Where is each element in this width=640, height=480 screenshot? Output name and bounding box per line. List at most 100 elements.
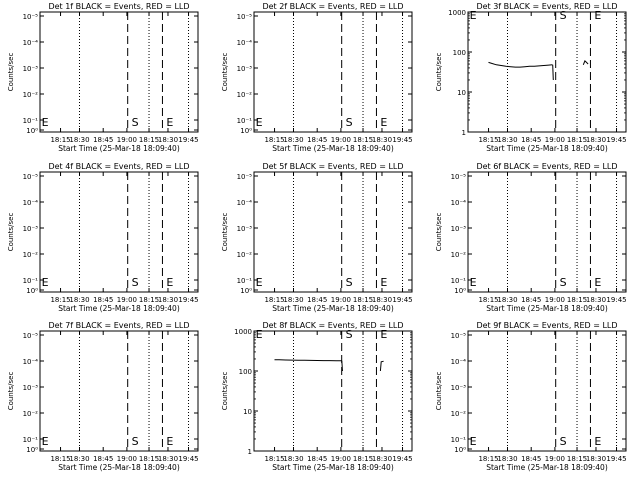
x-tick-label: 18:15 [353,296,373,304]
x-tick-label: 18:30 [158,455,178,463]
y-tick-label: 10⁻³ [451,384,467,392]
x-tick-label: 18:15 [50,136,70,144]
plot-panel-7: Det 7f BLACK = Events, RED = LLD Counts/s… [7,321,199,472]
plot-panel-4: Det 4f BLACK = Events, RED = LLD Counts/s… [7,162,199,313]
plot-panel-3: Det 3f BLACK = Events, RED = LLD Counts/s… [435,2,627,153]
x-tick-label: 18:15 [264,136,284,144]
plot-title: Det 3f BLACK = Events, RED = LLD [476,2,617,11]
y-tick-label: 10⁰ [26,127,38,135]
x-tick-label: 18:30 [586,296,606,304]
marker-label: E [380,116,387,129]
y-tick-label: 10⁻¹ [451,436,467,444]
x-tick-label: 18:15 [139,136,159,144]
marker-label: E [470,9,477,22]
series-line [552,64,554,81]
series-line [274,359,342,362]
y-tick-label: 1000 [448,9,466,17]
y-tick-label: 10 [457,89,466,97]
x-tick-label: 19:45 [392,455,412,463]
y-tick-label: 10⁻⁴ [237,39,253,47]
y-tick-label: 100 [453,49,466,57]
plot-title: Det 4f BLACK = Events, RED = LLD [48,162,189,171]
y-axis-label: Counts/sec [7,372,15,411]
x-tick-label: 18:15 [353,136,373,144]
plot-frame [39,330,199,452]
x-tick-label: 18:45 [307,455,327,463]
x-tick-label: 19:00 [117,136,137,144]
x-tick-label: 18:15 [478,136,498,144]
y-tick-label: 10⁻⁵ [23,173,39,181]
x-tick-label: 19:45 [178,296,198,304]
x-tick-label: 18:15 [139,296,159,304]
plot-title: Det 2f BLACK = Events, RED = LLD [262,2,403,11]
marker-label: S [132,276,139,289]
y-tick-label: 10⁰ [240,287,252,295]
x-tick-label: 19:45 [392,136,412,144]
marker-label: E [470,435,477,448]
x-tick-label: 18:15 [567,296,587,304]
x-axis-label: Start Time (25-Mar-18 18:09:40) [272,144,394,153]
marker-label: E [256,276,263,289]
plot-title: Det 1f BLACK = Events, RED = LLD [48,2,189,11]
series-line [379,360,384,372]
y-tick-label: 10⁻² [23,410,39,418]
x-axis-label: Start Time (25-Mar-18 18:09:40) [58,463,180,472]
x-tick-label: 18:15 [567,136,587,144]
x-tick-label: 18:15 [353,455,373,463]
series-line [341,360,343,372]
x-tick-label: 19:45 [178,136,198,144]
y-tick-label: 10⁻⁴ [451,199,467,207]
x-tick-label: 18:45 [307,296,327,304]
x-tick-label: 19:45 [178,455,198,463]
y-axis-label: Counts/sec [435,213,443,252]
y-tick-label: 10⁻² [237,91,253,99]
marker-label: E [42,116,49,129]
x-tick-label: 18:45 [521,136,541,144]
y-tick-label: 10 [243,408,252,416]
x-tick-label: 18:45 [93,136,113,144]
plot-title: Det 6f BLACK = Events, RED = LLD [476,162,617,171]
marker-label: E [42,435,49,448]
x-tick-label: 19:00 [545,455,565,463]
x-axis-label: Start Time (25-Mar-18 18:09:40) [58,144,180,153]
plot-frame [253,171,413,293]
y-axis-label: Counts/sec [7,53,15,92]
x-tick-label: 18:15 [478,455,498,463]
x-tick-label: 18:15 [50,296,70,304]
marker-label: S [132,116,139,129]
marker-label: E [166,435,173,448]
x-axis-label: Start Time (25-Mar-18 18:09:40) [272,304,394,313]
marker-label: S [560,276,567,289]
y-tick-label: 10⁻³ [451,225,467,233]
plot-panel-6: Det 6f BLACK = Events, RED = LLD Counts/s… [435,162,627,313]
y-tick-label: 10⁻² [23,251,39,259]
plot-frame [39,171,199,293]
x-axis-label: Start Time (25-Mar-18 18:09:40) [486,304,608,313]
y-tick-label: 10⁰ [26,446,38,454]
x-tick-label: 18:30 [283,455,303,463]
marker-label: E [166,276,173,289]
x-tick-label: 18:30 [283,136,303,144]
plot-title: Det 5f BLACK = Events, RED = LLD [262,162,403,171]
y-tick-label: 10⁻² [451,410,467,418]
y-axis-label: Counts/sec [221,53,229,92]
y-tick-label: 10⁻³ [23,65,39,73]
series-line [488,61,553,68]
plot-frame [253,330,413,452]
x-tick-label: 18:30 [158,296,178,304]
y-tick-label: 10⁻² [237,251,253,259]
plot-frame [467,11,627,133]
y-tick-label: 10⁻⁴ [23,199,39,207]
plot-panel-2: Det 2f BLACK = Events, RED = LLD Counts/s… [221,2,413,153]
y-axis-label: Counts/sec [221,213,229,252]
x-axis-label: Start Time (25-Mar-18 18:09:40) [272,463,394,472]
y-tick-label: 10⁻⁵ [23,13,39,21]
plot-title: Det 7f BLACK = Events, RED = LLD [48,321,189,330]
x-axis-label: Start Time (25-Mar-18 18:09:40) [486,144,608,153]
y-tick-label: 10⁻³ [23,384,39,392]
x-tick-label: 18:45 [307,136,327,144]
y-tick-label: 10⁻¹ [451,277,467,285]
y-tick-label: 10⁻³ [23,225,39,233]
marker-label: E [166,116,173,129]
y-tick-label: 10⁻⁴ [23,39,39,47]
